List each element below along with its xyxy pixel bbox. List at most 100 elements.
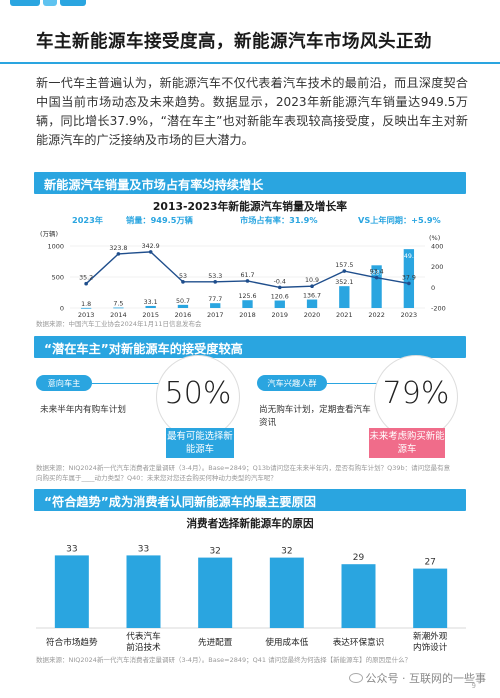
sales-data-label: 352.1 — [335, 279, 353, 286]
x-tick-label: 2016 — [175, 311, 192, 319]
sales-data-label: 949.5 — [400, 253, 418, 260]
reason-label: 前沿技术 — [126, 641, 161, 652]
sales-stats-row: 2023年 销量：949.5万辆 市场占有率：31.9% VS上年同期：+5.9… — [58, 214, 450, 227]
sales-bar — [339, 286, 350, 308]
x-tick-label: 2013 — [78, 311, 95, 319]
y-right-tick: -200 — [431, 305, 446, 313]
section-heading-acceptance: “潜在车主”对新能源车的接受度较高 — [34, 336, 466, 358]
sales-chart: 1000 500 0 400 200 0 -200 1.8 2013 7.5 2014 33.1 201… — [47, 243, 446, 320]
sales-data-label: 1.8 — [81, 301, 91, 308]
y-left-tick: 500 — [52, 274, 64, 282]
sales-bar — [371, 265, 382, 308]
sales-bar — [403, 249, 415, 308]
x-tick-label: 2020 — [304, 311, 321, 319]
growth-data-label: 342.9 — [142, 243, 160, 250]
y-right-tick: 0 — [431, 284, 435, 292]
growth-point — [116, 252, 121, 256]
x-tick-label: 2014 — [110, 311, 127, 319]
intent-owner-desc: 未来半年内有购车计划 — [40, 405, 126, 415]
growth-point — [277, 285, 282, 290]
pill-connector — [92, 383, 162, 384]
growth-point — [374, 275, 379, 280]
sales-data-label: 120.6 — [271, 294, 289, 301]
reason-label: 先进配置 — [198, 636, 233, 648]
sales-data-label: 688.7 — [368, 269, 386, 276]
wechat-watermark: 公众号 · 互联网的一些事 — [348, 670, 487, 686]
sales-bar — [177, 304, 189, 308]
reason-value: 33 — [138, 544, 149, 554]
page-title: 车主新能源车接受度高，新能源汽车市场风头正劲 — [36, 32, 432, 52]
growth-point — [148, 250, 153, 254]
x-tick-label: 2022 — [368, 311, 385, 319]
reason-value: 29 — [353, 553, 365, 563]
reason-label: 使用成本低 — [265, 636, 308, 648]
section-heading-reasons: “符合趋势”成为消费者认同新能源车的最主要原因 — [34, 489, 466, 511]
growth-data-label: 157.5 — [335, 262, 353, 269]
growth-data-label: 61.7 — [240, 272, 254, 279]
growth-data-label: 53 — [179, 273, 187, 280]
growth-point — [342, 269, 347, 273]
x-tick-label: 2023 — [401, 311, 418, 319]
reason-value: 33 — [66, 544, 77, 554]
reasons-source: 数据来源：NIQ2024新一代汽车消费者定量调研（3-4月）。Base=2849… — [36, 656, 412, 664]
interest-group-pill: 汽车兴趣人群 — [257, 375, 327, 391]
wechat-icon — [348, 673, 363, 683]
brand-logo — [10, 0, 100, 8]
sales-chart-title: 2013-2023年新能源汽车销量及增长率 — [152, 200, 348, 213]
section-heading-sales: 新能源汽车销量及市场占有率均持续增长 — [34, 172, 466, 194]
growth-data-label: 323.8 — [109, 245, 127, 252]
y-left-tick: 0 — [60, 305, 64, 313]
reason-label: 新潮外观 — [413, 630, 448, 642]
sales-bar — [145, 305, 156, 308]
x-tick-label: 2021 — [336, 311, 353, 319]
sales-bar — [80, 307, 92, 309]
reason-bar — [341, 564, 376, 628]
sales-data-label: 125.6 — [238, 293, 256, 300]
y-left-unit: (万辆) — [40, 230, 59, 238]
reason-bar — [413, 568, 448, 628]
stat-share: 市场占有率：31.9% — [240, 215, 318, 225]
growth-data-label: 10.9 — [305, 277, 319, 284]
reason-bar — [126, 555, 161, 628]
growth-data-label: 37.9 — [402, 274, 416, 281]
growth-point — [181, 280, 185, 284]
reason-bar — [269, 557, 304, 628]
reason-value: 32 — [281, 547, 292, 557]
interest-group-label: 未来考虑购买新能源车 — [369, 428, 445, 458]
reason-value: 32 — [209, 547, 220, 557]
stat-year: 2023年 — [72, 215, 103, 225]
title-divider — [0, 62, 500, 64]
page-number: 9 — [471, 682, 476, 690]
interest-group-desc: 尚无购车计划，定期查看汽车资讯 — [259, 405, 371, 428]
interest-group-percent: 79% — [374, 355, 458, 439]
pill-connector — [327, 383, 382, 384]
watermark-text: 公众号 · 互联网的一些事 — [365, 672, 487, 685]
reason-label: 符合市场趋势 — [46, 636, 98, 648]
growth-point — [245, 279, 250, 283]
reason-value: 27 — [424, 558, 435, 568]
sales-bar — [113, 307, 124, 309]
reasons-chart-title: 消费者选择新能源车的原因 — [186, 518, 314, 530]
growth-data-label: 53.3 — [208, 273, 222, 280]
intro-paragraph: 新一代车主普遍认为，新能源汽车不仅代表着汽车技术的最前沿，而且深度契合中国当前市… — [36, 76, 468, 147]
sales-data-label: 50.7 — [176, 298, 190, 305]
sales-data-label: 77.7 — [208, 296, 222, 303]
acceptance-source: 数据来源：NIQ2024新一代汽车消费者定量调研（3-4月）。Base=2849… — [36, 464, 451, 482]
sales-source: 数据来源：中国汽车工业协会2024年1月11日信息发布会 — [36, 320, 202, 328]
sales-bar — [210, 303, 221, 308]
y-left-tick: 1000 — [47, 243, 64, 251]
x-tick-label: 2017 — [207, 311, 224, 319]
growth-point — [84, 281, 88, 286]
stat-sales: 销量：949.5万辆 — [126, 215, 193, 225]
growth-point — [407, 281, 411, 286]
reason-label: 表达环保意识 — [333, 636, 385, 648]
y-right-unit: (%) — [429, 234, 441, 242]
reason-bar — [198, 557, 233, 628]
intent-owner-percent: 50% — [156, 355, 240, 439]
growth-data-label: -0.4 — [274, 278, 286, 285]
x-tick-label: 2018 — [239, 311, 256, 319]
y-right-tick: 200 — [431, 263, 443, 271]
growth-data-label: 93.4 — [370, 269, 384, 276]
growth-point — [213, 280, 218, 284]
